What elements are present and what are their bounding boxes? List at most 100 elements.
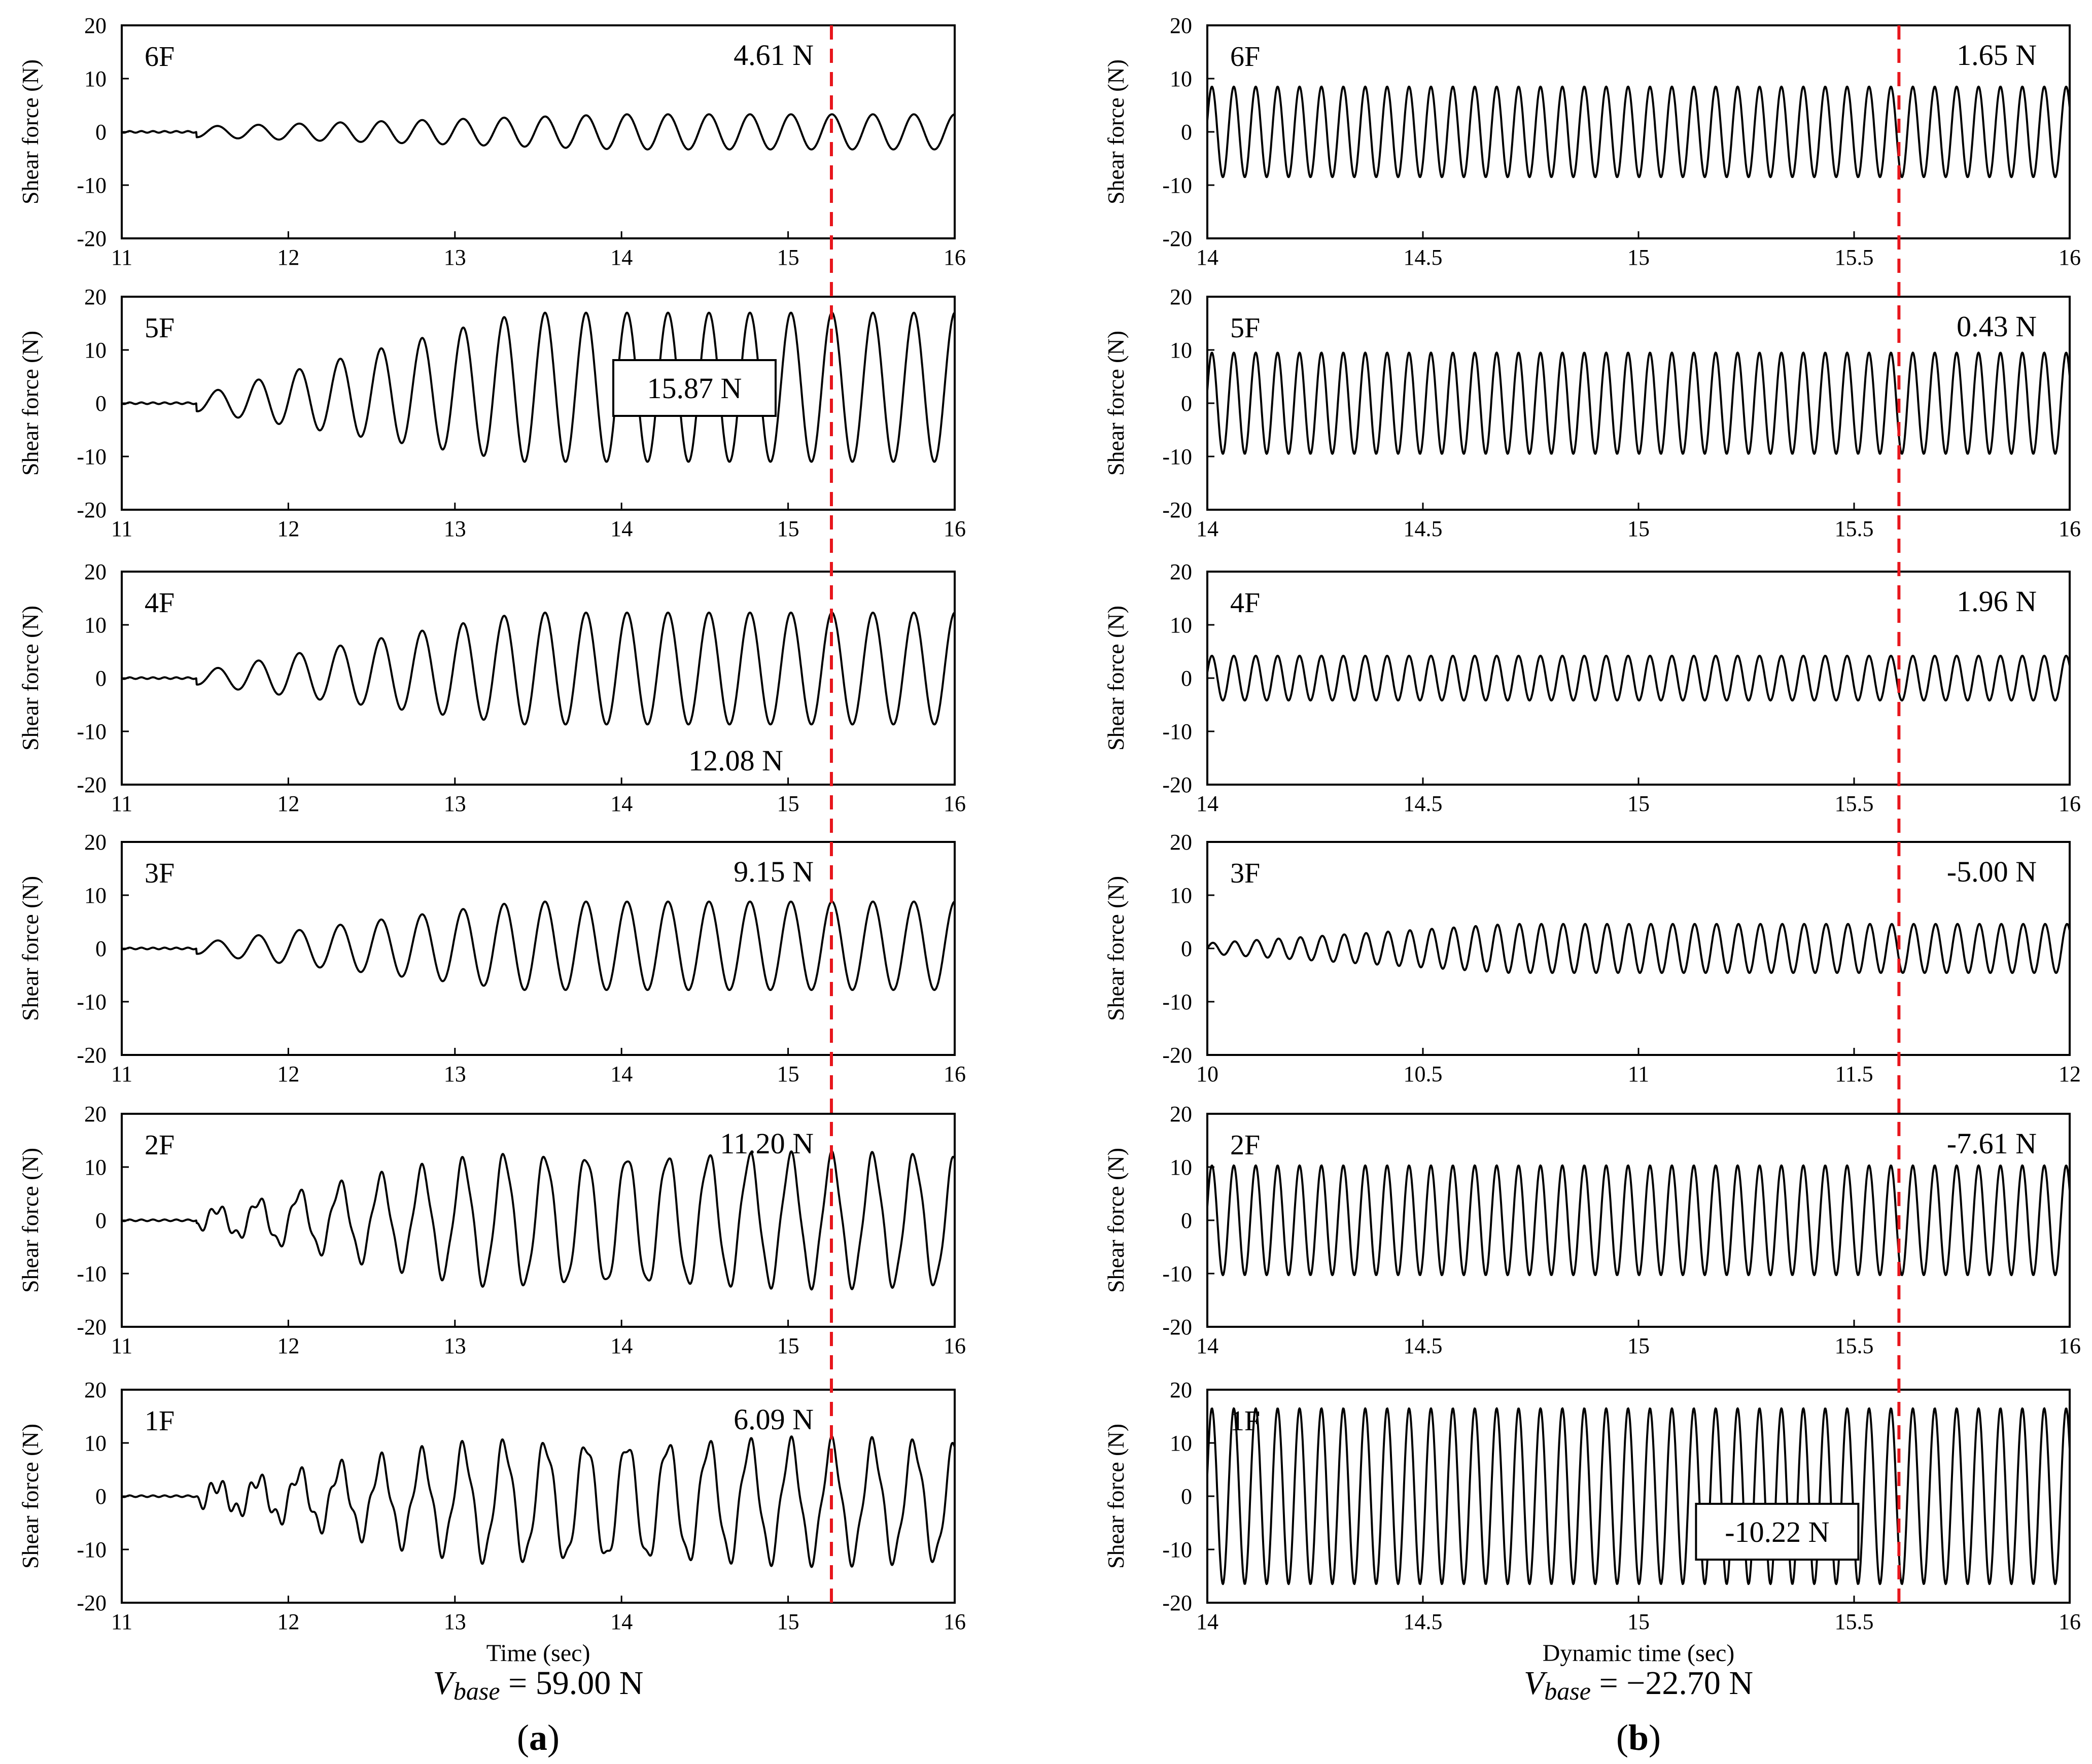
x-tick-label: 12 <box>277 1333 299 1358</box>
floor-label: 6F <box>1230 41 1260 73</box>
y-axis-label: Shear force (N) <box>17 606 43 751</box>
x-tick-label: 11.5 <box>1835 1062 1873 1086</box>
x-tick-label: 16 <box>2059 791 2081 816</box>
y-axis-label: Shear force (N) <box>17 876 43 1021</box>
floor-label: 2F <box>1230 1130 1260 1161</box>
x-tick-label: 14 <box>610 245 633 270</box>
base-shear-label: Vbase = 59.00 N <box>433 1665 644 1705</box>
x-axis-label: Dynamic time (sec) <box>1543 1640 1735 1667</box>
y-axis-label: Shear force (N) <box>1103 331 1129 476</box>
annotation-label: 1.65 N <box>1957 39 2037 72</box>
y-tick-label: -10 <box>1162 1261 1192 1286</box>
annotation-label: 0.43 N <box>1957 310 2037 343</box>
x-tick-label: 11 <box>111 1609 132 1634</box>
y-tick-label: -20 <box>77 498 107 522</box>
y-tick-label: 10 <box>84 613 107 638</box>
annotation-label: 11.20 N <box>720 1127 814 1160</box>
y-tick-label: 10 <box>1170 1155 1192 1180</box>
y-tick-label: -20 <box>1162 1043 1192 1068</box>
x-tick-label: 12 <box>277 516 299 541</box>
y-tick-label: 20 <box>1170 13 1192 38</box>
x-tick-label: 14.5 <box>1404 516 1443 541</box>
x-tick-label: 14 <box>610 1062 633 1086</box>
series-line <box>121 1150 956 1291</box>
y-tick-label: 20 <box>84 1102 107 1126</box>
x-tick-label: 16 <box>2059 1609 2081 1634</box>
y-axis-label: Shear force (N) <box>1103 1148 1129 1293</box>
x-tick-label: 15 <box>1627 1333 1650 1358</box>
x-tick-label: 12 <box>277 245 299 270</box>
annotation-label: 9.15 N <box>734 855 814 888</box>
series-line <box>121 1435 956 1568</box>
series-line <box>121 113 955 151</box>
y-tick-label: -20 <box>77 772 107 797</box>
x-tick-label: 14 <box>1196 1333 1218 1358</box>
y-tick-label: 10 <box>1170 883 1192 908</box>
caption-letter: (a) <box>517 1717 560 1758</box>
x-tick-label: 15.5 <box>1835 1609 1874 1634</box>
x-tick-label: 16 <box>944 1062 966 1086</box>
y-tick-label: -10 <box>77 719 107 744</box>
x-tick-label: 13 <box>444 1062 466 1086</box>
y-tick-label: 10 <box>84 338 107 363</box>
x-tick-label: 14 <box>610 516 633 541</box>
x-tick-label: 14.5 <box>1404 1609 1443 1634</box>
y-tick-label: 0 <box>1181 666 1192 691</box>
x-tick-label: 14 <box>610 1609 633 1634</box>
y-tick-label: -10 <box>77 1537 107 1562</box>
y-tick-label: 20 <box>1170 559 1192 584</box>
y-axis-label: Shear force (N) <box>17 1148 43 1293</box>
x-tick-label: 10 <box>1196 1062 1218 1086</box>
y-tick-label: 10 <box>84 1155 107 1180</box>
annotation-label: 4.61 N <box>734 39 814 72</box>
floor-label: 1F <box>145 1405 175 1437</box>
x-tick-label: 16 <box>944 1609 966 1634</box>
floor-label: 2F <box>145 1130 175 1161</box>
y-tick-label: 0 <box>95 1484 107 1509</box>
x-tick-label: 15 <box>1627 516 1650 541</box>
series-line <box>1206 1407 2071 1585</box>
x-tick-label: 15 <box>777 245 799 270</box>
x-tick-label: 12 <box>277 1062 299 1086</box>
y-tick-label: 10 <box>1170 613 1192 638</box>
y-tick-label: 0 <box>95 666 107 691</box>
floor-label: 3F <box>1230 858 1260 889</box>
series-line <box>121 611 956 726</box>
x-tick-label: 16 <box>944 791 966 816</box>
x-tick-label: 12 <box>277 791 299 816</box>
annotation-label: -10.22 N <box>1725 1515 1829 1548</box>
series-line <box>121 311 956 463</box>
y-tick-label: 0 <box>95 1208 107 1233</box>
y-tick-label: 20 <box>84 1378 107 1402</box>
x-tick-label: 15.5 <box>1835 791 1874 816</box>
x-tick-label: 13 <box>444 791 466 816</box>
y-tick-label: -20 <box>77 1043 107 1068</box>
annotation-label: 1.96 N <box>1957 585 2037 618</box>
y-tick-label: 20 <box>84 559 107 584</box>
floor-label: 5F <box>1230 312 1260 344</box>
y-tick-label: 0 <box>1181 936 1192 961</box>
x-tick-label: 16 <box>944 516 966 541</box>
y-axis-label: Shear force (N) <box>17 59 43 204</box>
chart-b: 20 10 0 -10 -20 14 14.5 15 15.5 16 Shear force (N)… <box>1103 13 2081 1758</box>
x-tick-label: 15 <box>1627 245 1650 270</box>
floor-label: 3F <box>145 858 175 889</box>
x-tick-label: 16 <box>2059 245 2081 270</box>
y-tick-label: 20 <box>84 13 107 38</box>
x-tick-label: 12 <box>277 1609 299 1634</box>
y-tick-label: 10 <box>1170 338 1192 363</box>
y-tick-label: 10 <box>1170 66 1192 91</box>
y-axis-label: Shear force (N) <box>1103 876 1129 1021</box>
base-shear-label: Vbase = −22.70 N <box>1524 1665 1753 1705</box>
x-tick-label: 14 <box>1196 791 1218 816</box>
